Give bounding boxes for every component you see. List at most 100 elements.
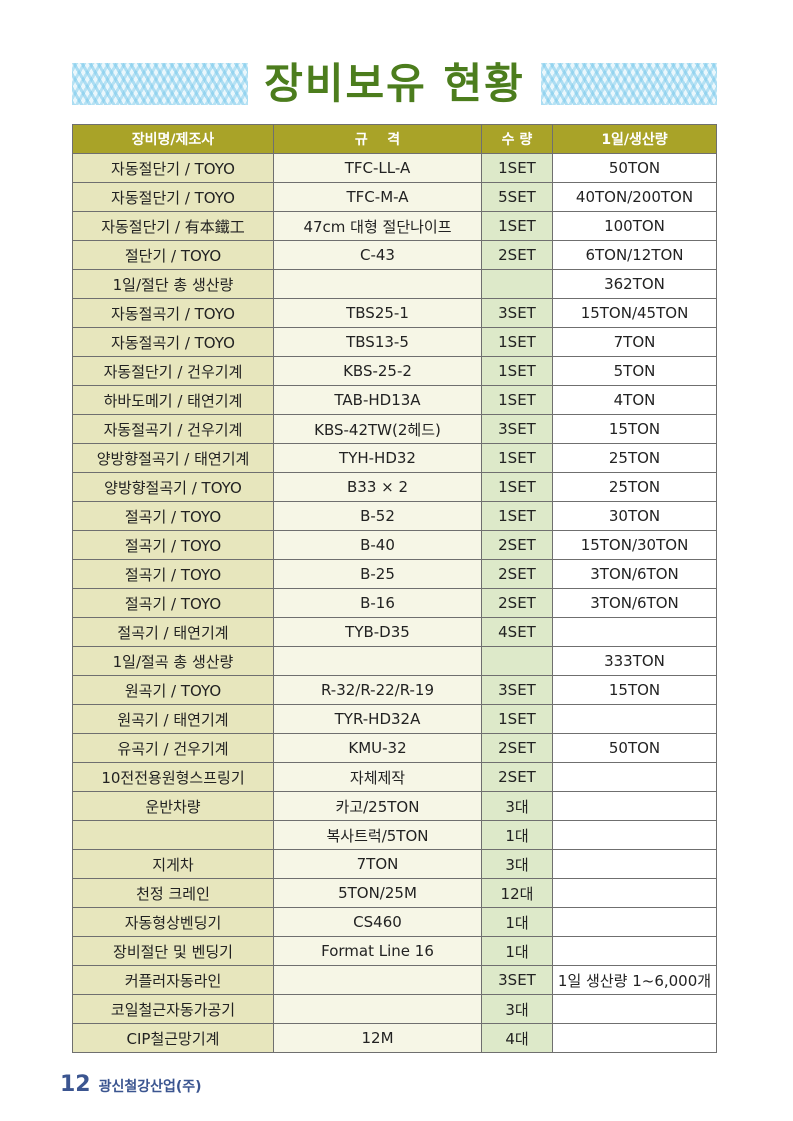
cell-daily-output: 25TON (552, 443, 717, 473)
cell-daily-output: 362TON (552, 269, 717, 299)
table-row: 1일/절단 총 생산량 362TON (72, 269, 717, 299)
cell-equipment: 10전전용원형스프링기 (72, 762, 274, 792)
cell-daily-output: 30TON (552, 501, 717, 531)
header-spec: 규 격 (273, 124, 482, 154)
cell-spec: TFC-LL-A (273, 153, 482, 183)
cell-equipment: 운반차량 (72, 791, 274, 821)
cell-daily-output (552, 704, 717, 734)
page-number: 12 (60, 1072, 91, 1097)
cell-equipment: 코일철근자동가공기 (72, 994, 274, 1024)
cell-equipment: 자동절곡기 / TOYO (72, 298, 274, 328)
table-row: 자동절곡기 / TOYO TBS25-1 3SET 15TON/45TON (72, 298, 717, 328)
cell-equipment: 양방향절곡기 / 태연기계 (72, 443, 274, 473)
equipment-table: 장비명/제조사 규 격 수 량 1일/생산량 자동절단기 / TOYO TFC-L… (72, 124, 717, 1053)
cell-daily-output: 6TON/12TON (552, 240, 717, 270)
cell-quantity: 3SET (481, 298, 553, 328)
cell-quantity: 1대 (481, 936, 553, 966)
cell-equipment: 절곡기 / TOYO (72, 501, 274, 531)
cell-equipment: 원곡기 / 태연기계 (72, 704, 274, 734)
cell-daily-output: 100TON (552, 211, 717, 241)
cell-daily-output (552, 762, 717, 792)
table-row: 양방향절곡기 / 태연기계 TYH-HD32 1SET 25TON (72, 443, 717, 473)
cell-daily-output (552, 994, 717, 1024)
table-row: 원곡기 / TOYO R-32/R-22/R-19 3SET 15TON (72, 675, 717, 705)
cell-daily-output (552, 791, 717, 821)
cell-quantity: 1SET (481, 327, 553, 357)
cell-equipment: 자동절단기 / 有本鐵工 (72, 211, 274, 241)
table-row: 절단기 / TOYO C-43 2SET 6TON/12TON (72, 240, 717, 270)
cell-spec: B-16 (273, 588, 482, 618)
cell-quantity: 3대 (481, 791, 553, 821)
cell-daily-output: 4TON (552, 385, 717, 415)
cell-daily-output: 15TON (552, 675, 717, 705)
cell-spec (273, 646, 482, 676)
cell-spec: 복사트럭/5TON (273, 820, 482, 850)
cell-quantity: 2SET (481, 240, 553, 270)
cell-quantity: 2SET (481, 588, 553, 618)
table-row: 자동절단기 / TOYO TFC-M-A 5SET 40TON/200TON (72, 182, 717, 212)
pattern-decoration-right (541, 63, 717, 105)
cell-equipment: 자동절단기 / TOYO (72, 153, 274, 183)
cell-spec: 47cm 대형 절단나이프 (273, 211, 482, 241)
cell-equipment (72, 820, 274, 850)
table-row: 커플러자동라인 3SET 1일 생산량 1~6,000개 (72, 965, 717, 995)
cell-quantity: 1SET (481, 704, 553, 734)
cell-spec: TYR-HD32A (273, 704, 482, 734)
cell-quantity (481, 646, 553, 676)
cell-quantity: 2SET (481, 762, 553, 792)
cell-equipment: 커플러자동라인 (72, 965, 274, 995)
header-equipment: 장비명/제조사 (72, 124, 274, 154)
cell-spec: TBS25-1 (273, 298, 482, 328)
table-row: CIP철근망기계 12M 4대 (72, 1023, 717, 1053)
cell-spec: 12M (273, 1023, 482, 1053)
cell-daily-output: 50TON (552, 153, 717, 183)
cell-spec: 5TON/25M (273, 878, 482, 908)
table-body: 자동절단기 / TOYO TFC-LL-A 1SET 50TON 자동절단기 / TOY… (72, 153, 717, 1053)
cell-daily-output: 25TON (552, 472, 717, 502)
cell-equipment: 원곡기 / TOYO (72, 675, 274, 705)
cell-spec: B-52 (273, 501, 482, 531)
table-row: 원곡기 / 태연기계 TYR-HD32A 1SET (72, 704, 717, 734)
table-row: 천정 크레인 5TON/25M 12대 (72, 878, 717, 908)
cell-quantity: 1대 (481, 907, 553, 937)
cell-daily-output: 15TON/45TON (552, 298, 717, 328)
cell-quantity: 1SET (481, 356, 553, 386)
cell-daily-output (552, 820, 717, 850)
cell-equipment: CIP철근망기계 (72, 1023, 274, 1053)
cell-equipment: 장비절단 및 벤딩기 (72, 936, 274, 966)
cell-quantity: 1대 (481, 820, 553, 850)
cell-spec: KMU-32 (273, 733, 482, 763)
cell-spec: B-40 (273, 530, 482, 560)
header-quantity: 수 량 (481, 124, 553, 154)
cell-equipment: 유곡기 / 건우기계 (72, 733, 274, 763)
cell-quantity: 1SET (481, 211, 553, 241)
cell-quantity: 1SET (481, 385, 553, 415)
cell-spec: CS460 (273, 907, 482, 937)
title-banner: 장비보유 현황 (72, 52, 717, 112)
cell-spec: Format Line 16 (273, 936, 482, 966)
cell-quantity: 1SET (481, 472, 553, 502)
cell-daily-output: 3TON/6TON (552, 559, 717, 589)
cell-equipment: 1일/절단 총 생산량 (72, 269, 274, 299)
table-row: 운반차량 카고/25TON 3대 (72, 791, 717, 821)
table-row: 장비절단 및 벤딩기 Format Line 16 1대 (72, 936, 717, 966)
table-row: 양방향절곡기 / TOYO B33 × 2 1SET 25TON (72, 472, 717, 502)
cell-spec: 자체제작 (273, 762, 482, 792)
cell-quantity: 4대 (481, 1023, 553, 1053)
cell-spec: KBS-25-2 (273, 356, 482, 386)
cell-equipment: 자동절곡기 / TOYO (72, 327, 274, 357)
table-row: 유곡기 / 건우기계 KMU-32 2SET 50TON (72, 733, 717, 763)
cell-spec: TYH-HD32 (273, 443, 482, 473)
cell-spec (273, 994, 482, 1024)
table-row: 자동절곡기 / 건우기계 KBS-42TW(2헤드) 3SET 15TON (72, 414, 717, 444)
cell-daily-output: 1일 생산량 1~6,000개 (552, 965, 717, 995)
table-row: 절곡기 / TOYO B-25 2SET 3TON/6TON (72, 559, 717, 589)
cell-equipment: 절곡기 / TOYO (72, 559, 274, 589)
table-row: 복사트럭/5TON 1대 (72, 820, 717, 850)
cell-spec: TBS13-5 (273, 327, 482, 357)
cell-quantity: 3SET (481, 965, 553, 995)
table-header-row: 장비명/제조사 규 격 수 량 1일/생산량 (72, 124, 717, 154)
cell-daily-output (552, 936, 717, 966)
cell-daily-output (552, 907, 717, 937)
cell-daily-output: 5TON (552, 356, 717, 386)
